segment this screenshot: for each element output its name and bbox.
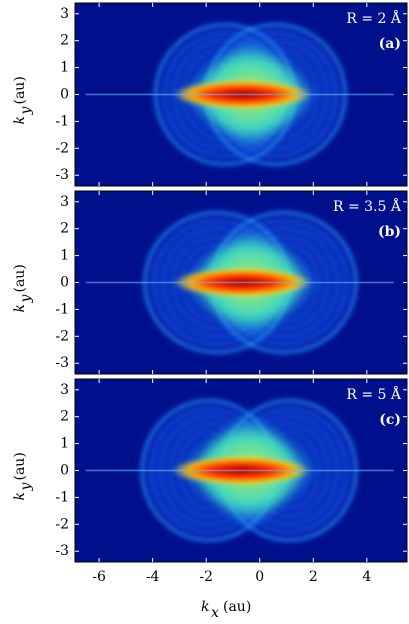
heatmap bbox=[75, 191, 407, 374]
y-label-symbol: k bbox=[12, 304, 28, 312]
y-tick-label: 3 bbox=[60, 6, 69, 22]
y-tick-label: -2 bbox=[55, 140, 69, 156]
x-tick-label: -2 bbox=[199, 569, 213, 585]
y-label: ky (au) bbox=[12, 264, 34, 312]
y-tick-label: 1 bbox=[60, 60, 69, 76]
x-tick-label: 0 bbox=[255, 569, 264, 585]
y-tick-label: 2 bbox=[60, 33, 69, 49]
panel-label: (a) bbox=[379, 36, 401, 52]
y-tick-label: 2 bbox=[60, 221, 69, 237]
y-tick-label: 0 bbox=[60, 463, 69, 479]
y-tick-label: -1 bbox=[55, 301, 69, 317]
y-tick-label: 1 bbox=[60, 436, 69, 452]
y-tick-label: 2 bbox=[60, 409, 69, 425]
y-tick-label: -3 bbox=[55, 167, 69, 183]
x-tick-label: 2 bbox=[309, 569, 318, 585]
y-tick-label: 0 bbox=[60, 87, 69, 103]
y-tick-label: 3 bbox=[60, 194, 69, 210]
y-label-sub: y bbox=[18, 294, 34, 304]
y-label-unit: (au) bbox=[12, 264, 28, 292]
x-label-symbol: k bbox=[201, 599, 209, 615]
heatmap bbox=[75, 3, 407, 186]
panel-label: (c) bbox=[379, 412, 401, 428]
x-tick-label: 4 bbox=[362, 569, 371, 585]
y-label-unit: (au) bbox=[12, 76, 28, 104]
x-label-unit: (au) bbox=[223, 599, 251, 615]
heatmap bbox=[75, 379, 407, 562]
annotation: R = 3.5 Å bbox=[333, 197, 402, 215]
y-tick-label: -2 bbox=[55, 328, 69, 344]
panel-label: (b) bbox=[378, 224, 401, 240]
y-tick-label: 1 bbox=[60, 248, 69, 264]
x-tick-label: -4 bbox=[146, 569, 160, 585]
y-label-unit: (au) bbox=[12, 452, 28, 480]
y-label: ky (au) bbox=[12, 452, 34, 500]
y-label-symbol: k bbox=[12, 116, 28, 124]
annotation: R = 2 Å bbox=[346, 9, 402, 27]
annotation: R = 5 Å bbox=[346, 385, 402, 403]
x-tick-label: -6 bbox=[92, 569, 106, 585]
y-tick-label: -2 bbox=[55, 516, 69, 532]
x-label-sub: x bbox=[211, 605, 219, 620]
y-label-symbol: k bbox=[12, 492, 28, 500]
y-tick-label: 3 bbox=[60, 382, 69, 398]
y-tick-label: -3 bbox=[55, 543, 69, 559]
y-label-sub: y bbox=[18, 482, 34, 492]
y-tick-label: 0 bbox=[60, 275, 69, 291]
y-tick-label: -1 bbox=[55, 113, 69, 129]
y-label-sub: y bbox=[18, 106, 34, 116]
y-label: ky (au) bbox=[12, 76, 34, 124]
y-tick-label: -3 bbox=[55, 355, 69, 371]
y-tick-label: -1 bbox=[55, 489, 69, 505]
